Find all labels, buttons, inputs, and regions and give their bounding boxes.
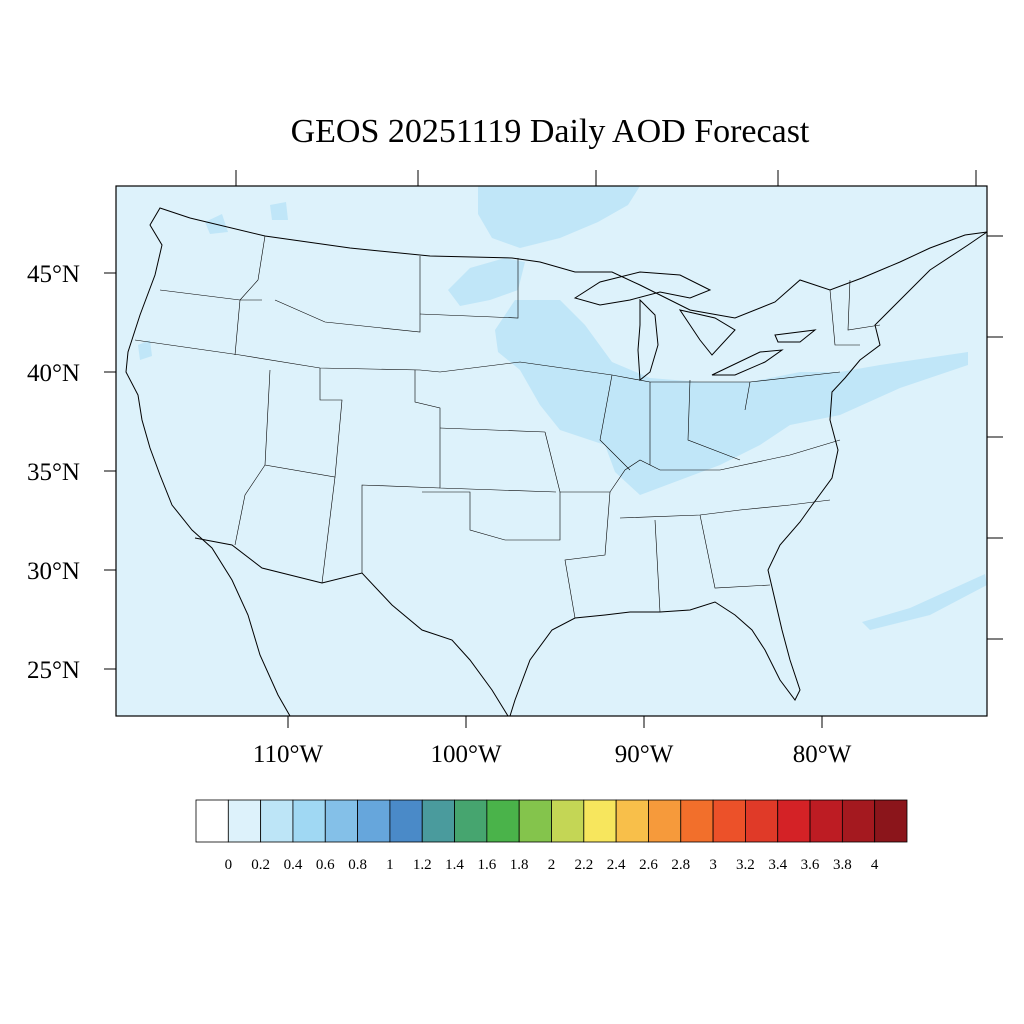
state-line-montana-wyoming <box>274 256 421 333</box>
colorbar-label: 2.6 <box>639 857 658 873</box>
aod-plumes <box>138 186 987 630</box>
colorbar-swatch <box>745 799 779 843</box>
state-line-idaho <box>234 235 266 356</box>
colorbar-swatch <box>421 799 455 843</box>
state-line-ohio-valley <box>599 374 751 471</box>
map-ticks <box>104 170 1003 728</box>
us-outline <box>125 207 988 717</box>
lat-label: 35°N <box>27 459 80 486</box>
map-frame <box>115 185 988 717</box>
coastline-east <box>509 231 988 717</box>
lat-label: 30°N <box>27 558 80 585</box>
colorbar-label: 0.8 <box>348 857 367 873</box>
colorbar-label: 2 <box>548 857 556 873</box>
map-background <box>116 186 987 716</box>
colorbar-swatch <box>454 799 488 843</box>
colorbar-swatch <box>486 799 520 843</box>
colorbar <box>195 799 908 843</box>
state-line-kansas <box>439 427 546 433</box>
lat-label: 45°N <box>27 261 80 288</box>
colorbar-swatch <box>324 799 358 843</box>
colorbar-swatch <box>777 799 811 843</box>
aod-plume-california <box>138 340 152 360</box>
lon-label: 100°W <box>430 741 501 768</box>
colorbar-label: 2.8 <box>671 857 690 873</box>
us-canada-border <box>189 217 988 319</box>
lon-label: 110°W <box>253 741 324 768</box>
us-mexico-border <box>194 537 509 717</box>
colorbar-label: 1.8 <box>510 857 529 873</box>
colorbar-label: 2.2 <box>574 857 593 873</box>
aod-plume-midwest <box>495 300 968 495</box>
colorbar-label: 1 <box>386 857 394 873</box>
colorbar-label: 3.2 <box>736 857 755 873</box>
aod-plume-gulf-atlantic <box>862 574 987 630</box>
state-line-southeast <box>564 491 831 619</box>
state-line-texas <box>422 491 561 541</box>
colorbar-swatch <box>551 799 585 843</box>
colorbar-label: 3 <box>709 857 717 873</box>
state-line-utah <box>264 368 343 478</box>
aod-plume-north-great-lakes <box>478 186 640 248</box>
state-borders <box>134 235 881 619</box>
colorbar-swatch <box>195 799 229 843</box>
aod-plume-lake-region <box>270 202 288 220</box>
latitude-labels: 45°N 40°N 35°N 30°N 25°N <box>27 261 80 684</box>
coastline-west <box>125 207 291 717</box>
colorbar-swatch <box>874 799 908 843</box>
colorbar-label: 0.4 <box>284 857 303 873</box>
lon-label: 90°W <box>615 741 674 768</box>
colorbar-label: 3.6 <box>801 857 820 873</box>
lake-huron <box>678 309 736 356</box>
lake-superior <box>573 271 712 306</box>
colorbar-swatch <box>292 799 326 843</box>
colorbar-label: 1.2 <box>413 857 432 873</box>
state-line-gulf-states <box>654 514 771 613</box>
colorbar-label: 3.8 <box>833 857 852 873</box>
colorbar-swatch <box>841 799 876 843</box>
figure-title: GEOS 20251119 Daily AOD Forecast <box>291 113 810 150</box>
lat-label: 25°N <box>27 657 80 684</box>
colorbar-label: 2.4 <box>607 857 626 873</box>
map-panel <box>104 170 1003 728</box>
state-line-new-england <box>829 279 881 346</box>
colorbar-swatch <box>227 799 262 843</box>
colorbar-swatch <box>357 799 391 843</box>
colorbar-label: 1.4 <box>445 857 464 873</box>
lake-michigan <box>637 298 659 381</box>
colorbar-swatch <box>648 799 682 843</box>
state-line-plains-north <box>419 258 519 319</box>
colorbar-swatch <box>583 799 617 843</box>
colorbar-labels: 0 0.2 0.4 0.6 0.8 1 1.2 1.4 1.6 1.8 2 2.2 2.4 2.6 2.8 3… <box>225 857 879 873</box>
colorbar-label: 4 <box>871 857 879 873</box>
lon-label: 80°W <box>793 741 852 768</box>
colorbar-label: 3.4 <box>768 857 787 873</box>
lake-erie-ontario <box>711 329 817 376</box>
colorbar-label: 0.6 <box>316 857 335 873</box>
colorbar-label: 0.2 <box>251 857 270 873</box>
state-line-mountain-west <box>134 339 841 383</box>
colorbar-swatch <box>680 799 714 843</box>
great-lakes <box>573 271 817 381</box>
colorbar-swatch <box>260 799 294 843</box>
colorbar-swatch <box>809 799 843 843</box>
colorbar-label: 0 <box>225 857 233 873</box>
state-line-mississippi-valley <box>544 431 841 493</box>
colorbar-swatch <box>615 799 649 843</box>
longitude-labels: 110°W 100°W 90°W 80°W <box>253 741 852 768</box>
colorbar-swatch <box>712 799 746 843</box>
state-line-plains-south <box>414 370 557 493</box>
aod-plume-dakotas <box>448 258 525 306</box>
colorbar-label: 1.6 <box>477 857 496 873</box>
state-line-southwest <box>234 464 441 584</box>
colorbar-swatch <box>518 799 552 843</box>
lat-label: 40°N <box>27 360 80 387</box>
colorbar-swatch <box>389 799 423 843</box>
